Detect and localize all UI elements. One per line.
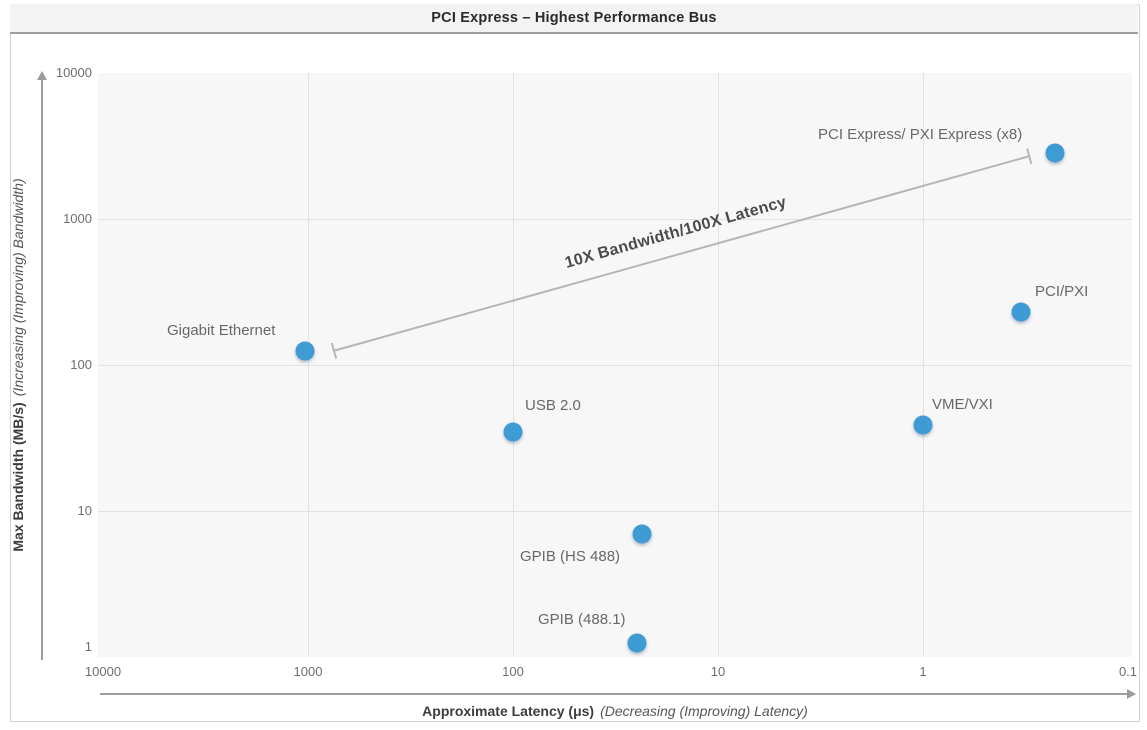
chart-header: PCI Express – Highest Performance Bus xyxy=(10,4,1138,34)
gridline-y-10 xyxy=(98,511,1132,512)
plot-area xyxy=(98,73,1132,657)
y-axis-title-note: (Increasing (Improving) Bandwidth) xyxy=(10,178,26,397)
gridline-y-1000 xyxy=(98,219,1132,220)
y-tick-1: 1 xyxy=(84,639,92,654)
chart-title: PCI Express – Highest Performance Bus xyxy=(431,10,717,26)
gridline-y-100 xyxy=(98,365,1132,366)
x-axis-title-note: (Decreasing (Improving) Latency) xyxy=(600,703,808,719)
x-tick-1000: 1000 xyxy=(293,664,323,679)
x-axis-title-main: Approximate Latency (μs) xyxy=(422,703,595,719)
y-axis-title: Max Bandwidth (MB/s) (Increasing (Improvi… xyxy=(10,55,30,675)
data-point-gpib-488-1 xyxy=(627,633,647,653)
data-point-pci-pxi xyxy=(1011,302,1031,322)
x-axis-arrow-icon xyxy=(1127,689,1136,699)
x-axis-title: Approximate Latency (μs) (Decreasing (Imp… xyxy=(98,703,1132,719)
y-tick-100: 100 xyxy=(70,357,92,372)
y-tick-10: 10 xyxy=(77,503,92,518)
point-label-gpib-488-1: GPIB (488.1) xyxy=(538,611,626,628)
x-tick-10: 10 xyxy=(710,664,726,679)
x-tick-1: 1 xyxy=(919,664,927,679)
data-point-usb-20 xyxy=(503,422,523,442)
point-label-gigabit-ethernet: Gigabit Ethernet xyxy=(167,322,276,339)
data-point-pci-express-pxi-express-x8 xyxy=(1045,143,1065,163)
y-axis-line xyxy=(41,80,43,660)
point-label-pci-pxi: PCI/PXI xyxy=(1035,283,1089,300)
y-tick-1000: 1000 xyxy=(63,211,92,226)
point-label-pci-express-pxi-express-x8: PCI Express/ PXI Express (x8) xyxy=(818,126,1023,143)
y-axis-arrow-icon xyxy=(37,71,47,80)
point-label-vme-vxi: VME/VXI xyxy=(932,396,993,413)
x-tick-100: 100 xyxy=(502,664,524,679)
x-axis-line xyxy=(100,693,1128,695)
data-point-gpib-hs-488 xyxy=(632,524,652,544)
data-point-vme-vxi xyxy=(913,415,933,435)
point-label-usb-20: USB 2.0 xyxy=(525,397,581,414)
point-label-gpib-hs-488: GPIB (HS 488) xyxy=(520,548,621,565)
data-point-gigabit-ethernet xyxy=(295,341,315,361)
x-tick-10000: 10000 xyxy=(84,664,122,679)
y-axis-title-main: Max Bandwidth (MB/s) xyxy=(10,402,26,552)
y-tick-10000: 10000 xyxy=(55,65,92,80)
x-tick-01: 0.1 xyxy=(1118,664,1138,679)
